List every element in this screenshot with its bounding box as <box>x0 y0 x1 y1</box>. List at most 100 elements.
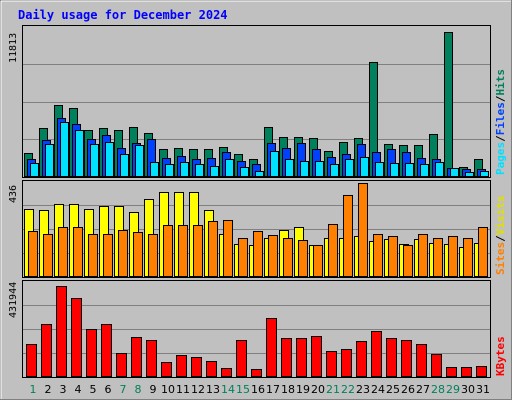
x-tick-day-6: 6 <box>105 383 112 396</box>
x-tick-day-29: 29 <box>446 383 460 396</box>
kbytes-bar-day-14 <box>221 368 232 377</box>
pages-bar-day-1 <box>30 163 39 177</box>
pages-bar-day-23 <box>360 157 369 177</box>
sites-bar-day-7 <box>118 230 128 277</box>
kbytes-bar-day-19 <box>296 338 307 377</box>
sites-bar-day-20 <box>313 245 323 277</box>
sites-bar-day-16 <box>253 231 263 277</box>
sites-bar-day-2 <box>43 234 53 277</box>
kbytes-bar-day-15 <box>236 340 247 377</box>
pages-bar-day-22 <box>345 159 354 177</box>
legend-sep: / <box>494 95 507 102</box>
kbytes-bar-day-5 <box>86 329 97 377</box>
x-tick-day-22: 22 <box>341 383 355 396</box>
x-tick-day-27: 27 <box>416 383 430 396</box>
x-tick-day-11: 11 <box>176 383 190 396</box>
sites-bar-day-21 <box>328 224 338 277</box>
legend-sites: Sites <box>494 242 507 275</box>
sites-bar-day-5 <box>88 234 98 277</box>
pages-bar-day-28 <box>435 162 444 177</box>
x-tick-day-8: 8 <box>135 383 142 396</box>
pages-bar-day-9 <box>150 162 159 177</box>
x-tick-day-1: 1 <box>30 383 37 396</box>
sites-bar-day-6 <box>103 234 113 277</box>
kbytes-bar-day-28 <box>431 354 442 377</box>
x-tick-day-2: 2 <box>45 383 52 396</box>
kbytes-bar-day-25 <box>386 338 397 377</box>
pages-bar-day-7 <box>120 154 129 177</box>
pages-bar-day-17 <box>270 151 279 177</box>
x-tick-day-23: 23 <box>356 383 370 396</box>
sites-bar-day-1 <box>28 231 38 277</box>
kbytes-bar-day-3 <box>56 286 67 377</box>
kbytes-bar-day-12 <box>191 357 202 377</box>
x-tick-day-13: 13 <box>206 383 220 396</box>
kbytes-bar-day-17 <box>266 318 277 377</box>
x-tick-day-24: 24 <box>371 383 385 396</box>
legend-visits: Visits <box>494 196 507 236</box>
sites-bar-day-24 <box>373 234 383 277</box>
x-tick-day-30: 30 <box>461 383 475 396</box>
x-tick-day-19: 19 <box>296 383 310 396</box>
x-tick-day-15: 15 <box>236 383 250 396</box>
kbytes-bar-day-4 <box>71 298 82 377</box>
legend-hits: Hits <box>494 69 507 96</box>
kbytes-bar-day-27 <box>416 344 427 377</box>
chart-title: Daily usage for December 2024 <box>18 8 228 22</box>
legend-files: Files <box>494 102 507 135</box>
sites-bar-day-9 <box>148 234 158 277</box>
sites-bar-day-29 <box>448 236 458 277</box>
x-axis-labels: 1 2 3 4 5 6 7 8 9 10 11 12 13 14 15 16 17 18 19 20 21 22 23 24 2… <box>30 383 491 396</box>
x-tick-day-5: 5 <box>90 383 97 396</box>
x-tick-day-18: 18 <box>281 383 295 396</box>
x-tick-day-26: 26 <box>401 383 415 396</box>
sites-bar-day-14 <box>223 220 233 277</box>
sites-bar-day-17 <box>268 235 278 277</box>
kbytes-bar-day-30 <box>461 367 472 377</box>
legend-kbytes: KBytes <box>494 336 507 376</box>
bars <box>24 32 489 377</box>
pages-bar-day-13 <box>210 166 219 177</box>
sites-bar-day-15 <box>238 238 248 277</box>
kbytes-bar-day-9 <box>146 340 157 377</box>
sites-bar-day-25 <box>388 236 398 277</box>
sites-bar-day-3 <box>58 227 68 277</box>
pages-bar-day-6 <box>105 142 114 177</box>
kbytes-bar-day-7 <box>116 353 127 377</box>
kbytes-bar-day-18 <box>281 338 292 377</box>
kbytes-bar-day-23 <box>356 341 367 377</box>
kbytes-bar-day-21 <box>326 351 337 377</box>
sites-bar-day-13 <box>208 221 218 277</box>
kbytes-bar-day-20 <box>311 336 322 377</box>
kbytes-bar-day-11 <box>176 355 187 377</box>
legend-sep: / <box>494 235 507 242</box>
pages-bar-day-8 <box>135 145 144 177</box>
kbytes-bar-day-13 <box>206 361 217 377</box>
kbytes-bar-day-10 <box>161 362 172 377</box>
sites-bar-day-27 <box>418 234 428 277</box>
x-tick-day-3: 3 <box>60 383 67 396</box>
x-tick-day-16: 16 <box>251 383 265 396</box>
x-tick-day-12: 12 <box>191 383 205 396</box>
kbytes-ymax-label: 431944 <box>8 282 19 318</box>
pages-bar-day-15 <box>240 167 249 177</box>
x-tick-day-10: 10 <box>161 383 175 396</box>
sites-bar-day-28 <box>433 238 443 277</box>
pages-bar-day-10 <box>165 164 174 177</box>
x-tick-day-4: 4 <box>75 383 82 396</box>
pages-bar-day-19 <box>300 161 309 177</box>
pages-bar-day-4 <box>75 130 84 177</box>
legend-hits-files-pages: Pages/Files/Hits <box>494 69 507 175</box>
pages-bar-day-5 <box>90 144 99 177</box>
kbytes-bar-day-24 <box>371 331 382 377</box>
pages-bar-day-3 <box>60 122 69 177</box>
sites-bar-day-12 <box>193 225 203 277</box>
sites-bar-day-11 <box>178 225 188 277</box>
x-tick-day-28: 28 <box>431 383 445 396</box>
x-tick-day-21: 21 <box>326 383 340 396</box>
sites-bar-day-30 <box>463 238 473 277</box>
pages-bar-day-25 <box>390 163 399 177</box>
sites-bar-day-19 <box>298 240 308 277</box>
sites-bar-day-8 <box>133 232 143 277</box>
